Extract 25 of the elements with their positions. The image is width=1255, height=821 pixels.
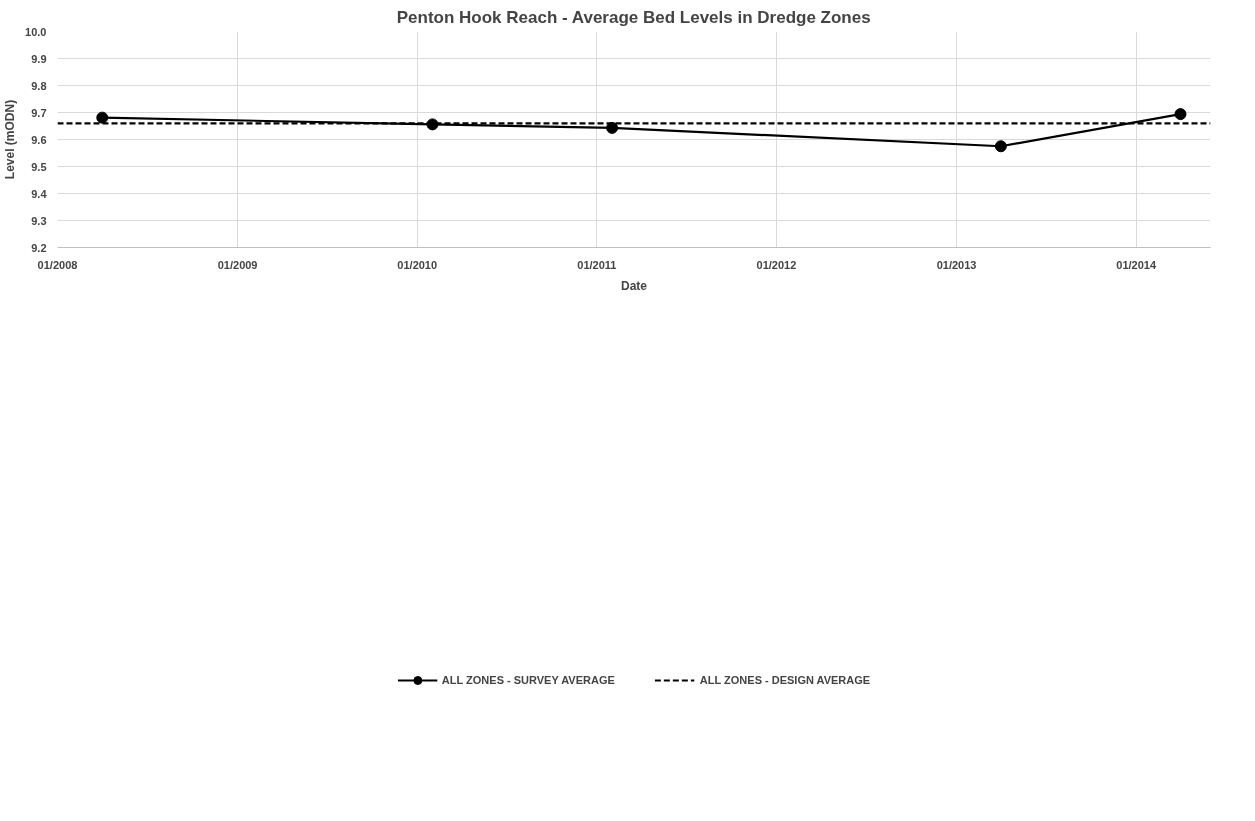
y-tick-label: 9.9 [31, 52, 47, 65]
y-axis-title: Level (mODN) [3, 99, 18, 180]
legend-label: ALL ZONES - SURVEY AVERAGE [441, 674, 615, 686]
point [96, 111, 109, 124]
x-tick-label: 01/2013 [936, 258, 977, 271]
y-tick-label: 10.0 [25, 25, 47, 38]
x-axis-title: Date [621, 278, 648, 293]
x-tick-label: 01/2014 [1116, 258, 1157, 271]
y-tick-label: 9.3 [31, 214, 47, 227]
x-tick-label: 01/2010 [397, 258, 438, 271]
x-tick-label: 01/2012 [756, 258, 797, 271]
point [606, 121, 619, 134]
y-tick-label: 9.7 [31, 106, 47, 119]
y-tick-label: 9.4 [31, 187, 48, 200]
y-tick-label: 9.6 [31, 133, 47, 146]
legend-label: ALL ZONES - DESIGN AVERAGE [699, 674, 871, 686]
chart-title: Penton Hook Reach - Average Bed Levels in Dredge Zones [396, 7, 871, 27]
x-tick-label: 01/2009 [217, 258, 258, 271]
y-tick-label: 9.2 [31, 241, 47, 254]
x-tick-label: 01/2011 [577, 258, 617, 271]
y-tick-label: 9.5 [31, 160, 47, 173]
point [1174, 108, 1187, 121]
y-tick-label: 9.8 [31, 79, 47, 92]
point [994, 140, 1007, 153]
x-tick-label: 01/2008 [37, 258, 78, 271]
